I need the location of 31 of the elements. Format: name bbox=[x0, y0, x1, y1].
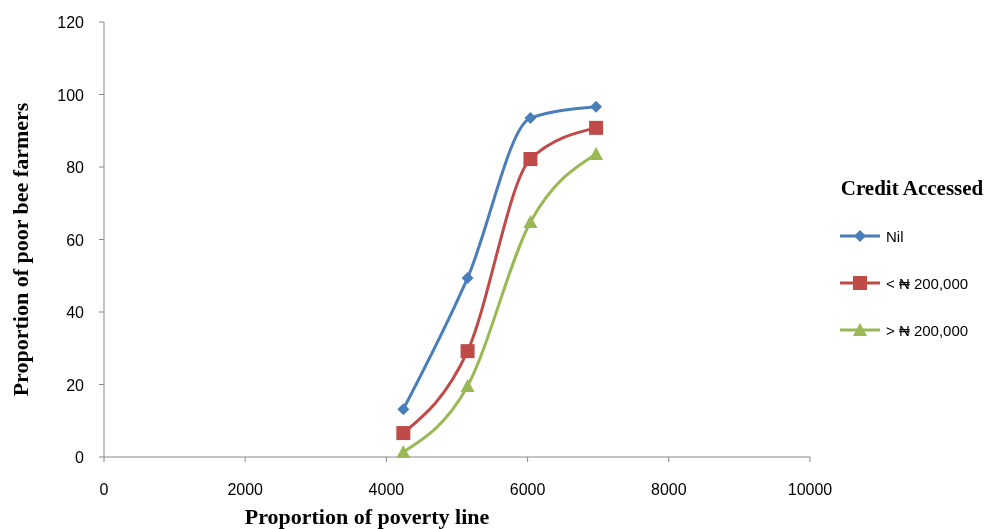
legend-label: > ₦ 200,000 bbox=[886, 322, 969, 339]
y-tick-label: 60 bbox=[66, 231, 85, 249]
x-tick-label: 8000 bbox=[651, 481, 687, 498]
point bbox=[461, 271, 474, 284]
x-tick-label: 6000 bbox=[509, 481, 546, 498]
point bbox=[524, 112, 537, 125]
point bbox=[396, 444, 411, 458]
point bbox=[523, 152, 538, 167]
y-tick-label: 0 bbox=[75, 449, 85, 466]
point bbox=[590, 100, 603, 113]
point bbox=[523, 215, 538, 229]
point bbox=[589, 146, 604, 160]
y-tick-label: 20 bbox=[66, 376, 85, 394]
point bbox=[589, 120, 604, 135]
legend-label: < ₦ 200,000 bbox=[886, 275, 969, 292]
y-tick-label: 40 bbox=[66, 304, 85, 321]
point bbox=[460, 344, 475, 359]
point bbox=[460, 378, 475, 392]
x-tick-label: 2000 bbox=[227, 481, 264, 498]
x-axis-title: Proportion of poverty line bbox=[244, 504, 490, 529]
legend-title: Credit Accessed bbox=[840, 176, 984, 200]
y-tick-label: 100 bbox=[57, 86, 85, 104]
y-axis-title: Proportion of poor bee farmers bbox=[8, 102, 33, 397]
y-tick-label: 80 bbox=[66, 159, 85, 176]
point bbox=[397, 403, 410, 416]
x-tick-label: 0 bbox=[99, 481, 109, 498]
y-tick-label: 120 bbox=[57, 14, 85, 31]
legend-label: Nil bbox=[886, 228, 904, 245]
point bbox=[396, 426, 411, 441]
x-tick-label: 4000 bbox=[368, 481, 405, 498]
x-tick-label: 10000 bbox=[787, 481, 833, 498]
